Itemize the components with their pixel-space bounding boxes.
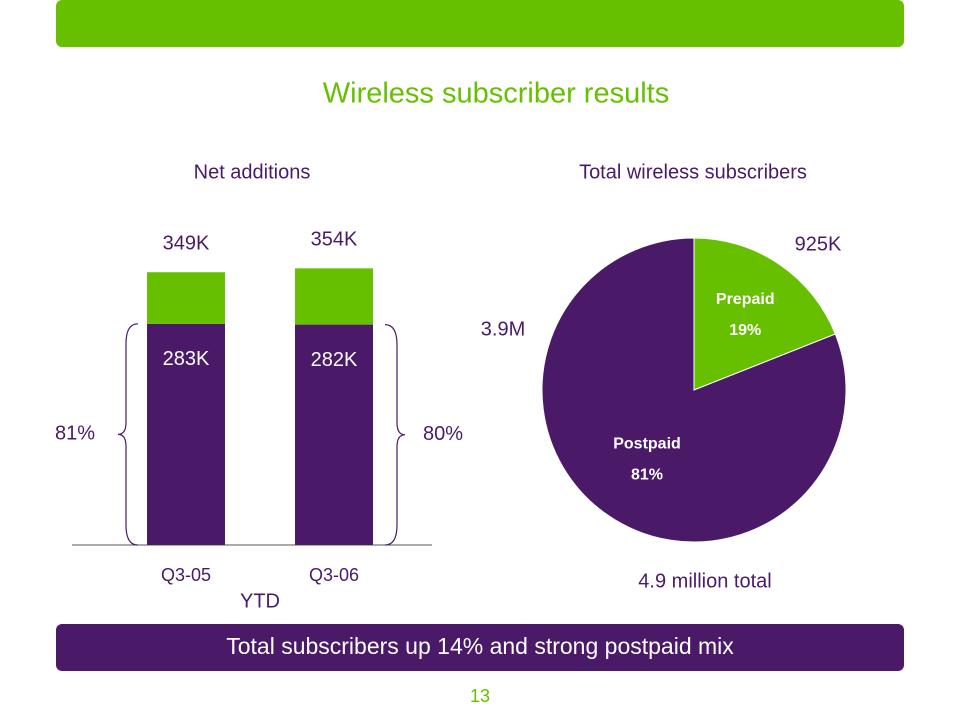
share-label: 80% (423, 423, 463, 445)
slice-value-label: 19% (729, 322, 761, 339)
x-tick-label: Q3-06 (309, 565, 359, 585)
total-label: 354K (311, 229, 358, 251)
bar-segment (147, 323, 225, 545)
x-tick-label: Q3-05 (161, 565, 211, 585)
slice-value-label: 81% (631, 466, 663, 483)
page-number: 13 (470, 686, 490, 706)
bar-segment (295, 268, 373, 325)
banner-text: Total subscribers up 14% and strong post… (226, 633, 734, 659)
total-label: 349K (163, 233, 210, 255)
count-label: 3.9M (481, 318, 525, 340)
chart-title: Net additions (194, 161, 311, 183)
bar-segment (295, 324, 373, 545)
bar-segment (147, 272, 225, 324)
share-label: 81% (55, 423, 95, 445)
top-bar (56, 0, 904, 47)
slice-label: Prepaid (716, 291, 775, 308)
count-label: 925K (795, 233, 842, 255)
banner (56, 624, 904, 671)
pie-note: 4.9 million total (638, 570, 771, 592)
x-axis-label: YTD (240, 590, 280, 612)
slice-label: Postpaid (613, 435, 681, 452)
pie-slice (693, 237, 836, 391)
chart-title: Total wireless subscribers (579, 161, 807, 183)
pie-slice (541, 237, 847, 543)
brace (117, 323, 139, 546)
slide-title: Wireless subscriber results (323, 78, 669, 110)
data-label: 282K (311, 349, 358, 371)
brace (384, 323, 406, 546)
data-label: 283K (163, 348, 210, 370)
